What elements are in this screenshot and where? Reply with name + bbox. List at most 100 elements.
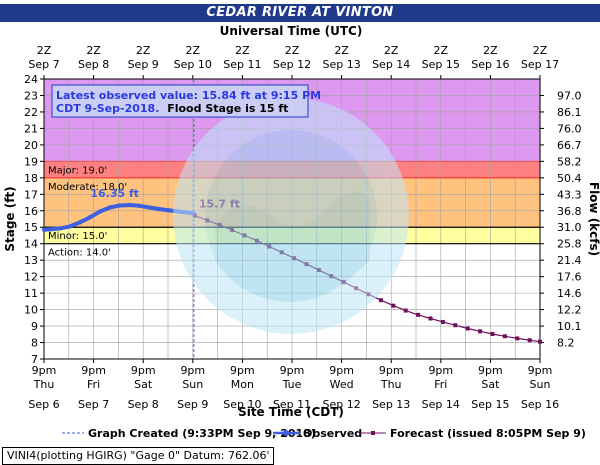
x-bottom-tick-dow: Mon bbox=[231, 378, 254, 391]
flood-label-action: Action: 14.0' bbox=[48, 248, 111, 259]
x-bottom-tick-dow: Fri bbox=[434, 378, 447, 391]
y2-tick-label: 12.2 bbox=[557, 304, 582, 317]
x-bottom-tick-date: Sep 10 bbox=[223, 398, 261, 411]
observed-point bbox=[107, 205, 112, 210]
x-bottom-tick-dow: Fri bbox=[87, 378, 100, 391]
x-bottom-tick-date: Sep 8 bbox=[128, 398, 159, 411]
x-top-tick-date: Sep 12 bbox=[273, 58, 311, 71]
y-tick-label: 8 bbox=[31, 337, 38, 350]
forecast-point bbox=[428, 316, 433, 321]
x-bottom-tick-date: Sep 7 bbox=[78, 398, 109, 411]
observed-point bbox=[167, 208, 172, 213]
y2-tick-label: 58.2 bbox=[557, 155, 582, 168]
observed-point bbox=[127, 202, 132, 208]
observed-point bbox=[97, 209, 103, 214]
x-top-tick-time: 2Z bbox=[235, 44, 250, 57]
x-top-tick-time: 2Z bbox=[434, 44, 449, 57]
y-tick-label: 18 bbox=[24, 172, 38, 185]
x-bottom-tick-time: 9pm bbox=[528, 364, 553, 377]
y-tick-label: 9 bbox=[31, 320, 38, 333]
y-tick-label: 23 bbox=[24, 89, 38, 102]
x-bottom-tick-date: Sep 12 bbox=[322, 398, 360, 411]
forecast-point bbox=[403, 308, 408, 313]
x-bottom-tick-dow: Sun bbox=[182, 378, 203, 391]
forecast-point bbox=[453, 323, 458, 328]
x-top-tick-time: 2Z bbox=[334, 44, 349, 57]
bottom-axis-label: Site Time (CDT) bbox=[238, 405, 344, 419]
observed-point bbox=[137, 203, 142, 209]
x-top-tick-time: 2Z bbox=[285, 44, 300, 57]
y2-tick-label: 8.2 bbox=[557, 337, 575, 350]
y-tick-label: 15 bbox=[24, 221, 38, 234]
x-bottom-tick-time: 9pm bbox=[180, 364, 205, 377]
x-bottom-tick-time: 9pm bbox=[478, 364, 503, 377]
x-bottom-tick-date: Sep 15 bbox=[471, 398, 509, 411]
y2-tick-label: 86.1 bbox=[557, 106, 582, 119]
x-top-tick-date: Sep 9 bbox=[128, 58, 159, 71]
x-bottom-tick-time: 9pm bbox=[428, 364, 453, 377]
y2-tick-label: 43.3 bbox=[557, 188, 582, 201]
y2-tick-label: 50.4 bbox=[557, 172, 582, 185]
y2-tick-label: 17.6 bbox=[557, 271, 582, 284]
x-bottom-tick-dow: Tue bbox=[282, 378, 302, 391]
y2-tick-label: 36.8 bbox=[557, 205, 582, 218]
observed-point bbox=[147, 205, 152, 210]
x-top-tick-time: 2Z bbox=[384, 44, 399, 57]
forecast-point bbox=[416, 312, 421, 317]
x-top-tick-date: Sep 10 bbox=[174, 58, 212, 71]
x-bottom-tick-dow: Sat bbox=[481, 378, 500, 391]
x-top-tick-date: Sep 8 bbox=[78, 58, 109, 71]
flood-label-moderate: Moderate: 18.0' bbox=[48, 182, 127, 193]
x-top-tick-date: Sep 17 bbox=[521, 58, 559, 71]
y2-tick-label: 76.0 bbox=[557, 122, 582, 135]
datum-footer: VINI4(plotting HGIRG) "Gage 0" Datum: 76… bbox=[2, 447, 275, 465]
x-top-tick-date: Sep 13 bbox=[322, 58, 360, 71]
forecast-point bbox=[440, 319, 445, 324]
callout-box bbox=[51, 84, 309, 118]
y-tick-label: 20 bbox=[24, 139, 38, 152]
y-tick-label: 21 bbox=[24, 122, 38, 135]
observed-callout: Latest observed value: 15.84 ft at 9:15 … bbox=[51, 84, 321, 118]
observed-point bbox=[57, 226, 63, 231]
y2-tick-label: 21.4 bbox=[557, 254, 582, 267]
x-bottom-tick-dow: Thu bbox=[380, 378, 402, 391]
noaa-watermark-icon bbox=[173, 98, 409, 334]
forecast-point bbox=[478, 329, 483, 334]
observed-peak-label: 16.35 ft bbox=[90, 187, 139, 200]
x-bottom-tick-time: 9pm bbox=[131, 364, 156, 377]
forecast-point bbox=[502, 334, 507, 339]
x-bottom-tick-date: Sep 13 bbox=[372, 398, 410, 411]
observed-point bbox=[87, 215, 93, 220]
forecast-point bbox=[391, 303, 396, 308]
y-axis-label: Stage (ft) bbox=[3, 186, 17, 251]
y-tick-label: 12 bbox=[24, 271, 38, 284]
callout-line-2a: CDT 9-Sep-2018. bbox=[56, 102, 159, 115]
forecast-point bbox=[490, 331, 495, 336]
top-axis-label: Universal Time (UTC) bbox=[220, 24, 363, 38]
x-top-tick-time: 2Z bbox=[37, 44, 52, 57]
forecast-point bbox=[378, 298, 383, 303]
observed-point bbox=[157, 206, 162, 212]
x-bottom-tick-dow: Sat bbox=[134, 378, 153, 391]
x-top-tick-time: 2Z bbox=[136, 44, 151, 57]
x-top-tick-date: Sep 7 bbox=[28, 58, 59, 71]
x-top-tick-date: Sep 15 bbox=[422, 58, 460, 71]
x-top-tick-time: 2Z bbox=[186, 44, 201, 57]
x-bottom-tick-time: 9pm bbox=[32, 364, 57, 377]
y-tick-label: 11 bbox=[24, 287, 38, 300]
legend-graph-created: Graph Created (9:33PM Sep 9, 2018) bbox=[88, 427, 316, 440]
x-top-tick-time: 2Z bbox=[483, 44, 498, 57]
observed-point bbox=[48, 227, 53, 232]
y-tick-label: 24 bbox=[24, 73, 38, 86]
legend-observed: Observed bbox=[303, 427, 362, 440]
flood-label-minor: Minor: 15.0' bbox=[48, 231, 107, 242]
x-bottom-tick-date: Sep 11 bbox=[273, 398, 311, 411]
y2-tick-label: 14.6 bbox=[557, 287, 582, 300]
legend-observed-marker bbox=[283, 430, 289, 436]
y-tick-label: 22 bbox=[24, 106, 38, 119]
forecast-point bbox=[465, 326, 470, 331]
flood-label-major: Major: 19.0' bbox=[48, 165, 107, 176]
y2-tick-label: 97.0 bbox=[557, 89, 582, 102]
x-bottom-tick-date: Sep 9 bbox=[177, 398, 208, 411]
